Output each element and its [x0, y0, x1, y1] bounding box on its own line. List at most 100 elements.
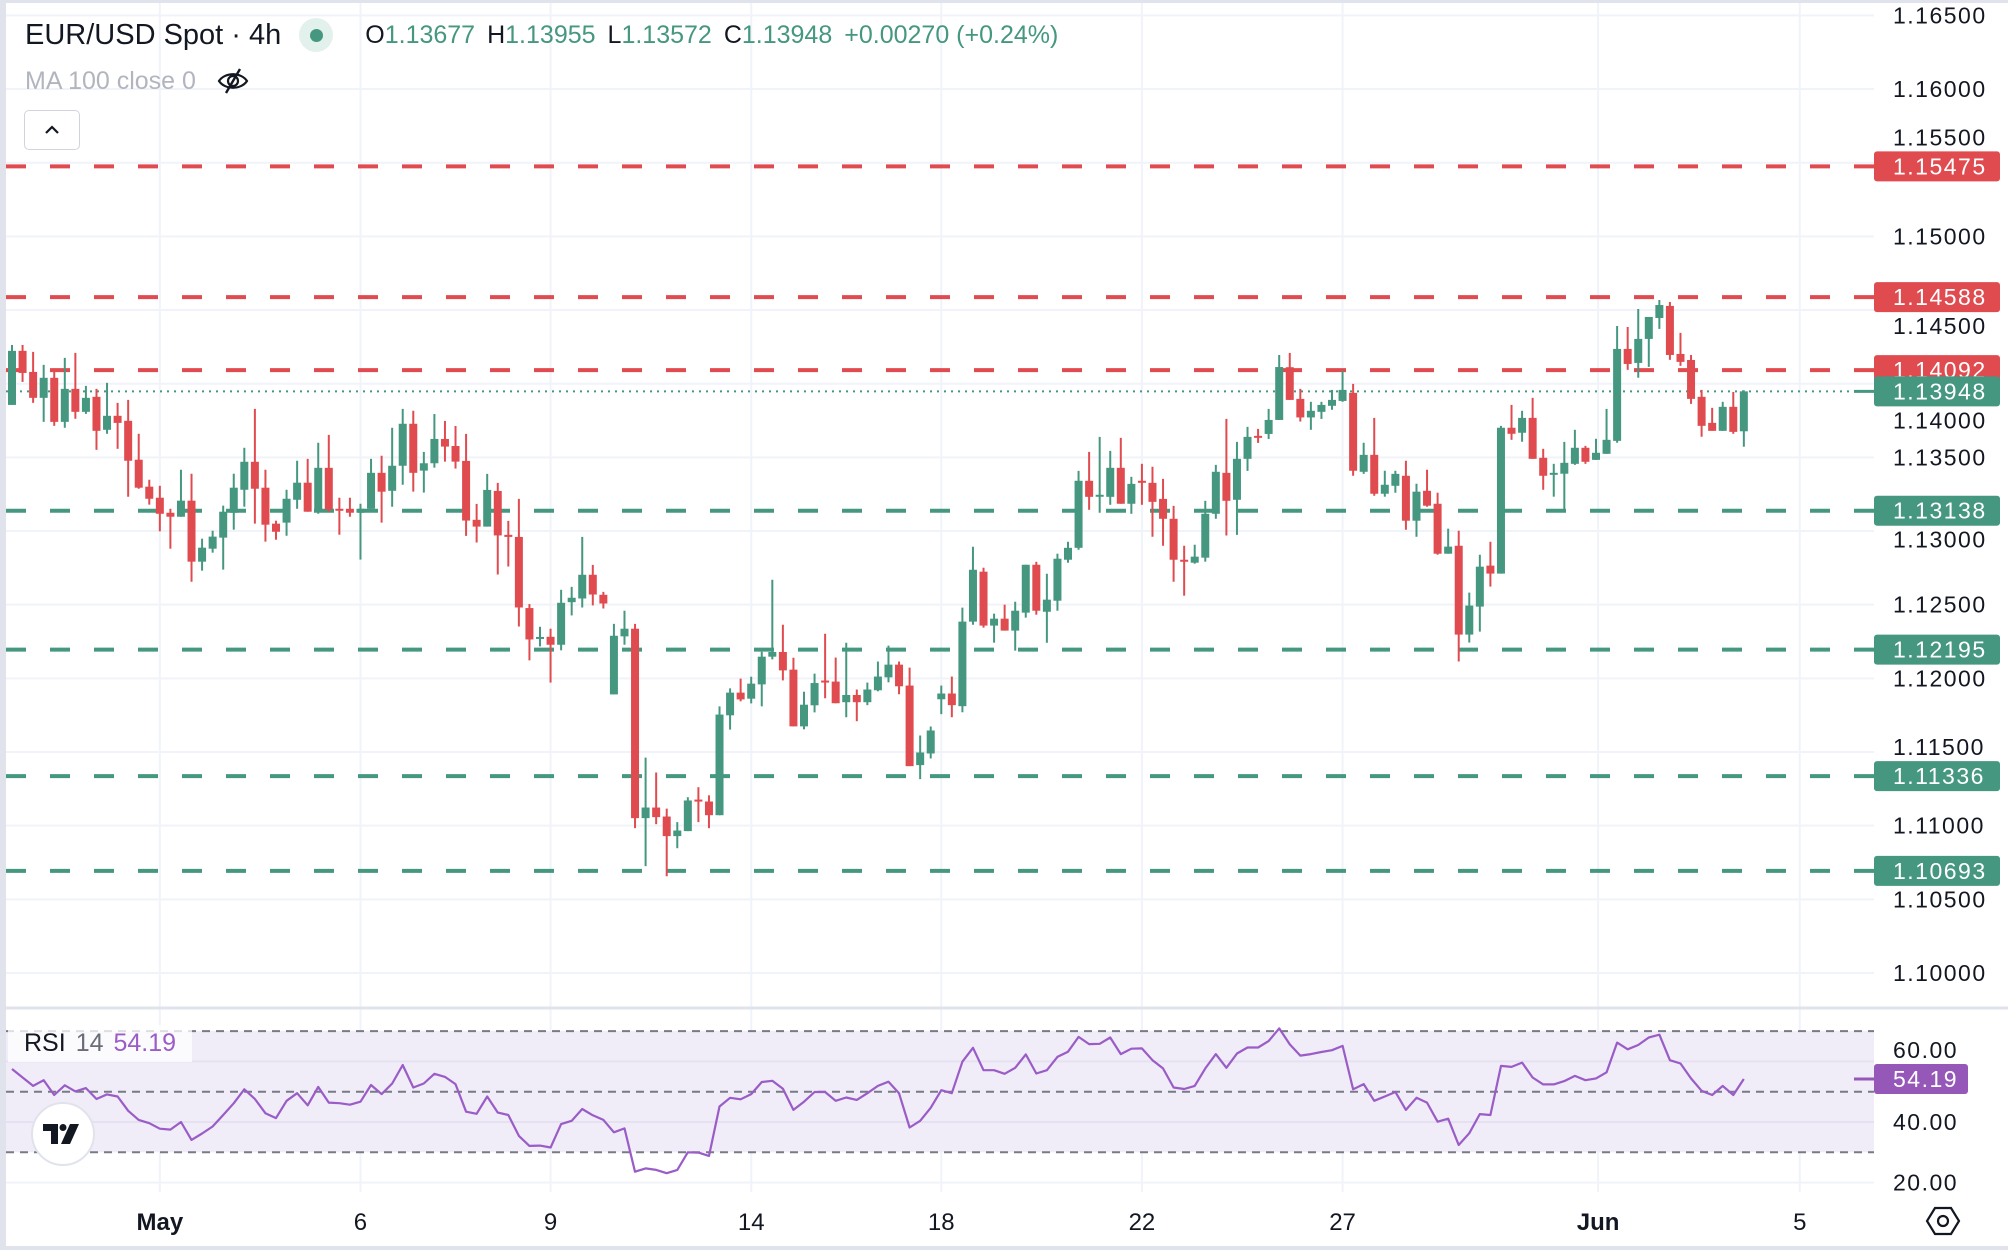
candle-body	[187, 500, 196, 562]
candle	[895, 661, 904, 695]
candle-body	[1011, 610, 1020, 631]
axes: 1.16500 1.16000 1.15500 1.15000 1.14500 1.140…	[136, 2, 1987, 1236]
candle-body	[39, 377, 48, 398]
candle-body	[356, 508, 365, 513]
candle-body	[345, 508, 354, 513]
candle	[1412, 483, 1421, 537]
candle	[50, 371, 59, 426]
candle	[1074, 470, 1083, 550]
rsi-legend[interactable]: RSI 14 54.19	[8, 1025, 193, 1062]
candle	[208, 530, 217, 553]
candle-body	[578, 574, 587, 599]
candle	[778, 624, 787, 681]
candle	[1518, 410, 1527, 442]
candle-body	[947, 693, 956, 706]
candle	[1423, 469, 1432, 507]
candle	[1380, 470, 1389, 497]
candle-body	[240, 461, 249, 490]
candle-body	[863, 689, 872, 703]
candle	[1528, 397, 1537, 459]
price-tick-label: 1.11500	[1893, 734, 1985, 760]
candle-body	[968, 569, 977, 622]
candle-body	[504, 534, 513, 537]
candle	[1496, 425, 1505, 574]
candle	[1232, 441, 1241, 535]
ma-indicator-legend[interactable]: MA 100 close 0	[25, 66, 250, 96]
resistance-level-label-text: 1.15475	[1893, 153, 1987, 179]
candle-body	[219, 511, 228, 538]
candle-body	[916, 752, 925, 766]
candle	[8, 344, 16, 405]
candle-body	[1729, 406, 1738, 432]
collapse-legend-button[interactable]	[24, 110, 80, 150]
candle-body	[588, 574, 597, 595]
close-value: 1.13948	[741, 20, 833, 49]
candle-body	[314, 467, 323, 512]
candle	[1264, 408, 1273, 439]
candle	[1739, 390, 1748, 447]
candle	[620, 610, 629, 645]
current-price-label-box	[1874, 376, 2000, 407]
candle-body	[92, 396, 101, 431]
candle-body	[1254, 435, 1263, 438]
candle	[1053, 553, 1062, 611]
candle	[842, 642, 851, 718]
market-status-icon[interactable]	[299, 18, 334, 52]
candle-body	[1127, 483, 1136, 504]
candle-body	[704, 801, 713, 816]
horizontal-levels[interactable]	[6, 164, 1874, 873]
candle	[1064, 541, 1072, 563]
price-tick-label: 1.11000	[1893, 813, 1985, 839]
symbol-title[interactable]: EUR/USD Spot · 4h	[25, 18, 282, 51]
candle-body	[1739, 391, 1748, 432]
candle-body	[1328, 399, 1336, 406]
candle-body	[1296, 398, 1305, 418]
candle-body	[926, 730, 935, 754]
candle	[18, 344, 27, 382]
candle-body	[937, 693, 946, 700]
candle	[483, 473, 492, 527]
candle-body	[546, 636, 555, 645]
candle	[937, 685, 946, 715]
candle-body	[1285, 367, 1294, 400]
eye-slash-icon[interactable]	[216, 66, 250, 96]
candle-body	[451, 446, 460, 462]
open-label: O	[365, 20, 385, 49]
candle-body	[1708, 422, 1717, 431]
candle	[926, 726, 935, 759]
time-tick-label: 18	[928, 1209, 955, 1236]
price-tick-label: 1.10000	[1893, 960, 1987, 986]
left-border	[0, 0, 6, 1250]
candle	[198, 538, 207, 571]
candle-body	[736, 692, 745, 700]
tradingview-logo[interactable]	[31, 1102, 95, 1166]
candle-body	[1159, 498, 1168, 519]
chart-settings-icon[interactable]	[1925, 1203, 1961, 1239]
support-level-label-text: 1.10693	[1893, 858, 1987, 884]
candle	[293, 460, 302, 509]
candle-body	[303, 482, 312, 512]
candle	[398, 408, 407, 485]
candle-body	[1412, 491, 1421, 521]
candle	[377, 455, 386, 523]
candle-body	[895, 664, 904, 687]
candle-body	[778, 651, 787, 671]
close-label: C	[723, 20, 742, 49]
low-value: 1.13572	[621, 20, 712, 49]
candle	[324, 434, 333, 512]
candle	[134, 433, 143, 489]
candle-body	[1180, 559, 1189, 562]
candle-body	[1676, 353, 1685, 362]
support-level-label-text: 1.12195	[1893, 637, 1987, 663]
candle	[747, 676, 756, 704]
candle	[1254, 428, 1263, 443]
candle-body	[430, 438, 439, 464]
candle	[789, 657, 798, 727]
candle	[800, 691, 808, 730]
candle-body	[1465, 605, 1474, 635]
support-level-label-box	[1874, 495, 2000, 526]
candle-body	[1391, 473, 1400, 486]
candle	[1718, 401, 1727, 431]
symbol-legend: EUR/USD Spot · 4h O 1.13677 H 1.13955 L …	[25, 14, 1070, 56]
